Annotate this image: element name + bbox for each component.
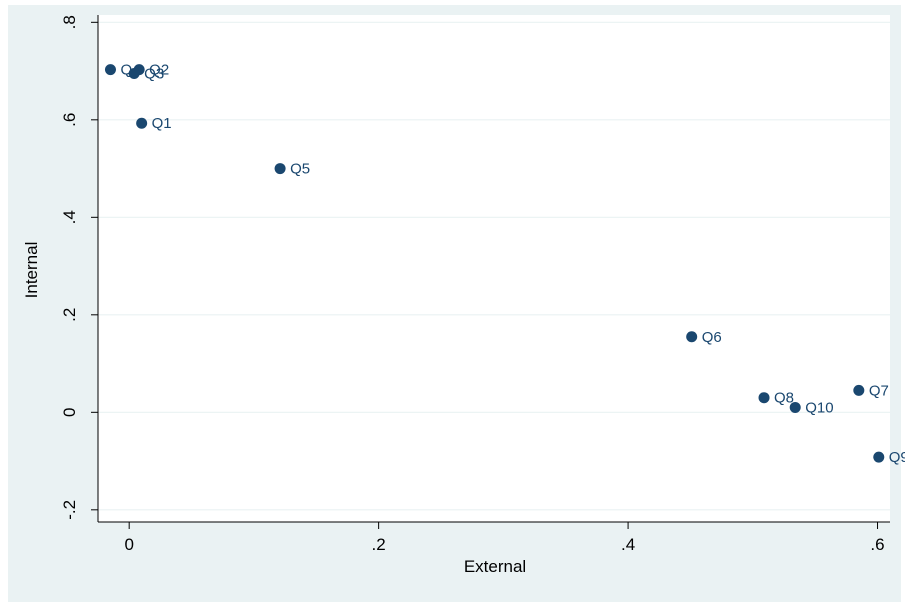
data-point bbox=[873, 451, 885, 463]
data-point-label: Q7 bbox=[869, 382, 889, 399]
x-tick-label: 0 bbox=[124, 535, 133, 554]
x-tick-label: .2 bbox=[372, 535, 386, 554]
x-tick-label: .4 bbox=[621, 535, 635, 554]
x-ticks: 0 .2 .4 .6 bbox=[124, 522, 885, 554]
data-point bbox=[104, 64, 116, 76]
y-ticks: -.2 0 .2 .4 .6 .8 bbox=[60, 15, 98, 520]
x-axis-title: External bbox=[464, 557, 526, 576]
x-tick-label: .6 bbox=[870, 535, 884, 554]
data-point bbox=[758, 392, 770, 404]
data-point bbox=[686, 331, 698, 343]
y-tick-label: .4 bbox=[60, 210, 79, 224]
data-point bbox=[853, 384, 865, 396]
y-tick-label: -.2 bbox=[60, 500, 79, 520]
gridlines bbox=[98, 21, 890, 511]
y-axis-title: Internal bbox=[22, 242, 41, 299]
data-point-label: Q9 bbox=[889, 449, 905, 466]
data-point-label: Q2 bbox=[149, 62, 169, 79]
y-tick-label: .8 bbox=[60, 15, 79, 29]
data-point-label: Q6 bbox=[702, 329, 722, 346]
data-point-label: Q4 bbox=[120, 62, 140, 79]
data-point bbox=[274, 163, 286, 175]
data-point bbox=[136, 117, 148, 129]
data-point-label: Q3 bbox=[144, 66, 164, 83]
y-tick-label: .2 bbox=[60, 308, 79, 322]
data-point-label: Q5 bbox=[290, 161, 310, 178]
y-tick-label: .6 bbox=[60, 113, 79, 127]
y-tick-label: 0 bbox=[60, 408, 79, 417]
data-point bbox=[789, 401, 801, 413]
data-point-label: Q8 bbox=[774, 390, 794, 407]
plot-area bbox=[98, 15, 890, 522]
axes bbox=[97, 15, 890, 523]
data-point bbox=[128, 68, 140, 79]
data-point-label: Q1 bbox=[152, 115, 172, 132]
data-point-label: Q10 bbox=[805, 399, 833, 416]
